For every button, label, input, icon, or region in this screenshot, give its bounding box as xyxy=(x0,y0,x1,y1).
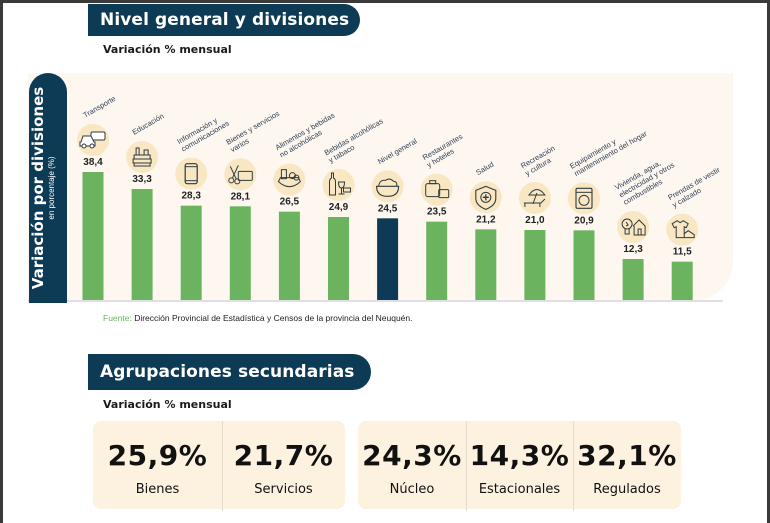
stat-label: Estacionales xyxy=(478,482,561,497)
section-title-divisiones: Nivel general y divisiones xyxy=(88,4,360,36)
window-right-border xyxy=(767,0,770,523)
window-top-border xyxy=(0,0,770,3)
stat-label: Regulados xyxy=(593,482,661,497)
y-axis-sublabel: en porcentaje (%) xyxy=(47,156,56,220)
section-subtitle-divisiones: Variación % mensual xyxy=(103,43,232,56)
source-label: Fuente: xyxy=(103,313,132,323)
section-subtitle-agrupaciones: Variación % mensual xyxy=(103,398,232,411)
stat-bienes: 25,9% Bienes xyxy=(93,421,222,509)
stat-label: Núcleo xyxy=(389,482,435,497)
stat-value: 25,9% xyxy=(107,439,208,472)
card-divider xyxy=(466,421,467,511)
stat-estacionales: 14,3% Estacionales xyxy=(466,421,573,509)
card-divider xyxy=(222,421,223,511)
y-axis-label-pill xyxy=(29,73,67,303)
card-divider xyxy=(573,421,574,511)
stats-card-bienes-servicios xyxy=(93,421,345,509)
stat-value: 24,3% xyxy=(362,439,462,472)
y-axis-label: Variación por divisiones xyxy=(29,86,47,290)
y-axis-title: Variación por divisiones en porcentaje (… xyxy=(29,73,66,303)
section-title-agrupaciones: Agrupaciones secundarias xyxy=(88,354,371,390)
window-left-border xyxy=(0,0,3,523)
stat-regulados: 32,1% Regulados xyxy=(573,421,681,509)
chart-baseline xyxy=(28,300,723,302)
stat-value: 32,1% xyxy=(577,439,677,472)
chart-panel xyxy=(28,73,733,301)
stat-label: Servicios xyxy=(254,482,313,497)
source-note: Fuente: Dirección Provincial de Estadíst… xyxy=(103,313,413,323)
source-text: Dirección Provincial de Estadística y Ce… xyxy=(134,313,413,323)
stat-value: 21,7% xyxy=(233,439,334,472)
stat-value: 14,3% xyxy=(469,439,570,472)
stat-servicios: 21,7% Servicios xyxy=(222,421,345,509)
stats-card-nucleo-regulados xyxy=(358,421,681,509)
stat-nucleo: 24,3% Núcleo xyxy=(358,421,466,509)
stat-label: Bienes xyxy=(135,482,180,497)
